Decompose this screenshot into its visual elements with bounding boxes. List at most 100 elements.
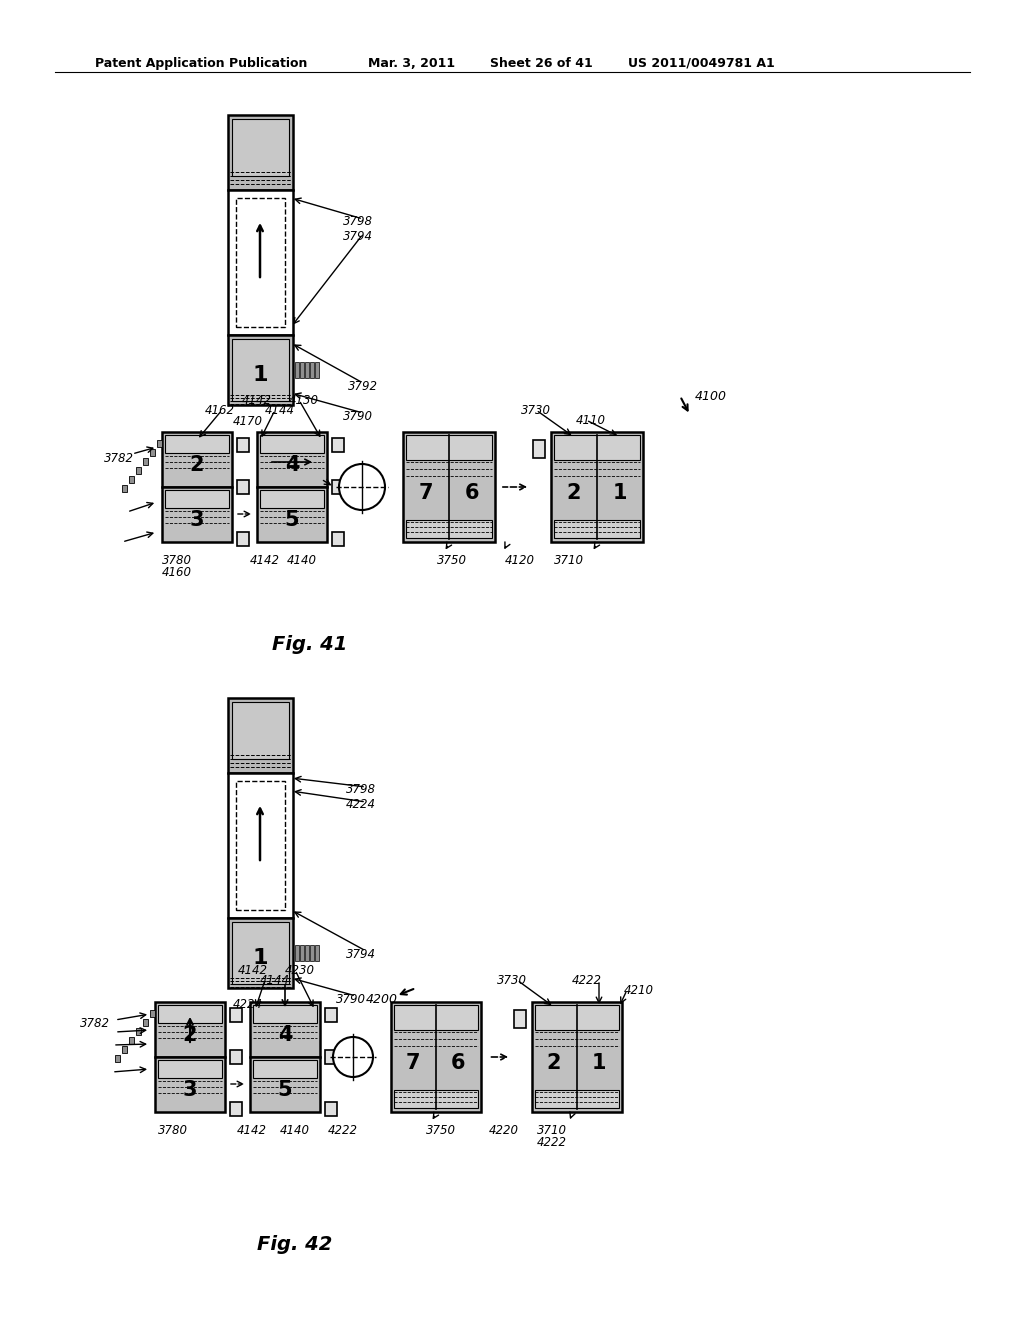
Bar	[122, 1045, 127, 1053]
Text: 6: 6	[465, 483, 479, 503]
Text: 4170: 4170	[233, 414, 263, 428]
Text: Mar. 3, 2011: Mar. 3, 2011	[368, 57, 455, 70]
Bar	[150, 1010, 155, 1016]
Text: 4142: 4142	[250, 554, 280, 568]
Text: 4224: 4224	[346, 799, 376, 810]
Bar	[406, 436, 492, 459]
Bar	[236, 781, 285, 909]
Bar	[122, 484, 127, 492]
Bar	[236, 198, 285, 327]
Bar	[155, 1057, 225, 1111]
Text: 2: 2	[547, 1053, 561, 1073]
Bar	[514, 1010, 526, 1028]
Bar	[232, 119, 289, 176]
Circle shape	[333, 1038, 373, 1077]
Text: 3710: 3710	[554, 554, 584, 568]
Bar	[310, 362, 314, 378]
Text: Sheet 26 of 41: Sheet 26 of 41	[490, 57, 593, 70]
Text: 1: 1	[252, 948, 267, 968]
Bar	[391, 1002, 481, 1111]
Text: 3750: 3750	[437, 554, 467, 568]
Text: 4140: 4140	[287, 554, 317, 568]
Bar	[228, 190, 293, 335]
Bar	[535, 1090, 618, 1107]
Bar	[158, 1005, 222, 1023]
Text: 3780: 3780	[162, 554, 193, 568]
Text: Fig. 42: Fig. 42	[257, 1236, 333, 1254]
Text: 1: 1	[612, 483, 628, 503]
Bar	[250, 1002, 319, 1057]
Text: 3792: 3792	[348, 380, 378, 393]
Text: 3730: 3730	[521, 404, 551, 417]
Bar	[394, 1090, 478, 1107]
Text: 3798: 3798	[343, 215, 373, 228]
Circle shape	[339, 465, 385, 510]
Text: 3794: 3794	[343, 230, 373, 243]
Text: 4140: 4140	[280, 1125, 310, 1137]
Text: 4120: 4120	[505, 554, 535, 568]
Bar	[532, 1002, 622, 1111]
Bar	[150, 449, 155, 455]
Bar	[230, 1102, 242, 1115]
Bar	[228, 335, 293, 405]
Bar	[535, 1005, 618, 1030]
Text: 3790: 3790	[336, 993, 366, 1006]
Text: 4142: 4142	[242, 393, 272, 407]
Text: 4100: 4100	[695, 389, 727, 403]
Text: 2: 2	[566, 483, 582, 503]
Text: 4210: 4210	[624, 983, 654, 997]
Text: 7: 7	[419, 483, 433, 503]
Bar	[143, 458, 148, 465]
Bar	[305, 362, 309, 378]
Bar	[253, 1005, 317, 1023]
Bar	[136, 467, 141, 474]
Bar	[534, 440, 545, 458]
Text: 4110: 4110	[575, 414, 606, 426]
Bar	[554, 520, 640, 539]
Bar	[165, 490, 229, 508]
Text: 4162: 4162	[205, 404, 234, 417]
Text: 4142: 4142	[237, 1125, 267, 1137]
Text: 3782: 3782	[80, 1016, 110, 1030]
Text: 4160: 4160	[162, 566, 193, 579]
Text: 6: 6	[451, 1053, 465, 1073]
Bar	[158, 1060, 222, 1078]
Text: 2: 2	[182, 1026, 198, 1045]
Bar	[310, 945, 314, 961]
Bar	[305, 945, 309, 961]
Text: 4200: 4200	[366, 993, 398, 1006]
Bar	[136, 1028, 141, 1035]
Text: Patent Application Publication: Patent Application Publication	[95, 57, 307, 70]
Bar	[232, 702, 289, 759]
Bar	[551, 432, 643, 543]
Bar	[315, 945, 319, 961]
Text: 3710: 3710	[537, 1125, 567, 1137]
Bar	[228, 115, 293, 190]
Bar	[157, 440, 162, 447]
Bar	[260, 436, 324, 453]
Bar	[250, 1057, 319, 1111]
Text: 4230: 4230	[285, 964, 315, 977]
Bar	[232, 921, 289, 983]
Bar	[162, 487, 232, 543]
Bar	[143, 1019, 148, 1026]
Text: 5: 5	[285, 510, 299, 531]
Text: 3780: 3780	[158, 1125, 188, 1137]
Text: 4: 4	[278, 1026, 292, 1045]
Text: 4222: 4222	[537, 1137, 567, 1148]
Bar	[228, 698, 293, 774]
Text: 3: 3	[189, 510, 204, 531]
Bar	[115, 1055, 120, 1063]
Text: 4: 4	[285, 455, 299, 475]
Bar	[257, 487, 327, 543]
Bar	[237, 438, 249, 451]
Text: 4220: 4220	[489, 1125, 519, 1137]
Bar	[325, 1102, 337, 1115]
Bar	[295, 945, 299, 961]
Text: 4130: 4130	[289, 393, 319, 407]
Bar	[325, 1049, 337, 1064]
Text: 7: 7	[406, 1053, 420, 1073]
Bar	[332, 438, 344, 451]
Text: 1: 1	[592, 1053, 606, 1073]
Bar	[295, 362, 299, 378]
